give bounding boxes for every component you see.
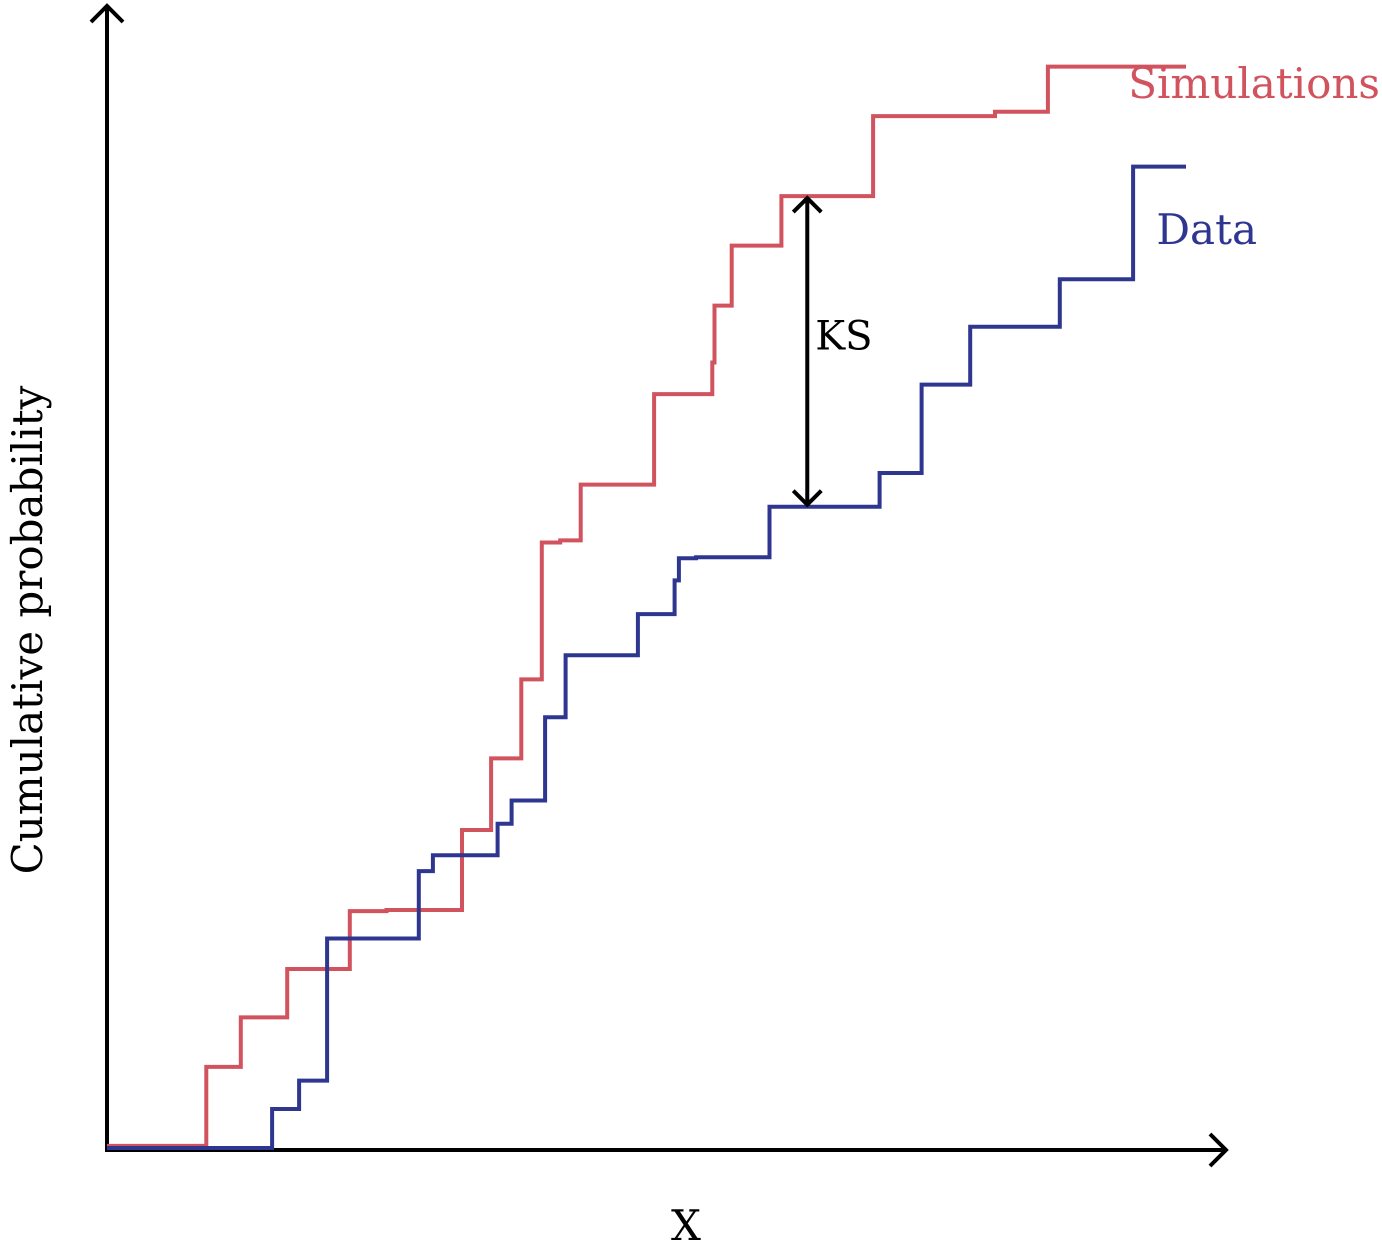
axes <box>89 3 1229 1168</box>
series-label-simulations: Simulations <box>1128 59 1380 108</box>
series-line-data <box>107 164 1186 1150</box>
annotation-layer: KS <box>791 195 873 508</box>
series-layer <box>107 64 1186 1150</box>
y-axis-label: Cumulative probability <box>3 385 52 874</box>
series-label-data: Data <box>1156 205 1257 254</box>
y-axis-arrowhead <box>89 3 125 24</box>
ks-arrowhead-top <box>791 195 823 214</box>
x-axis-arrowhead <box>1208 1132 1229 1168</box>
series-line-simulations <box>107 64 1186 1148</box>
x-axis-label: X <box>671 1201 701 1250</box>
ks-arrowhead-bottom <box>791 489 823 508</box>
ks-label: KS <box>815 313 872 359</box>
